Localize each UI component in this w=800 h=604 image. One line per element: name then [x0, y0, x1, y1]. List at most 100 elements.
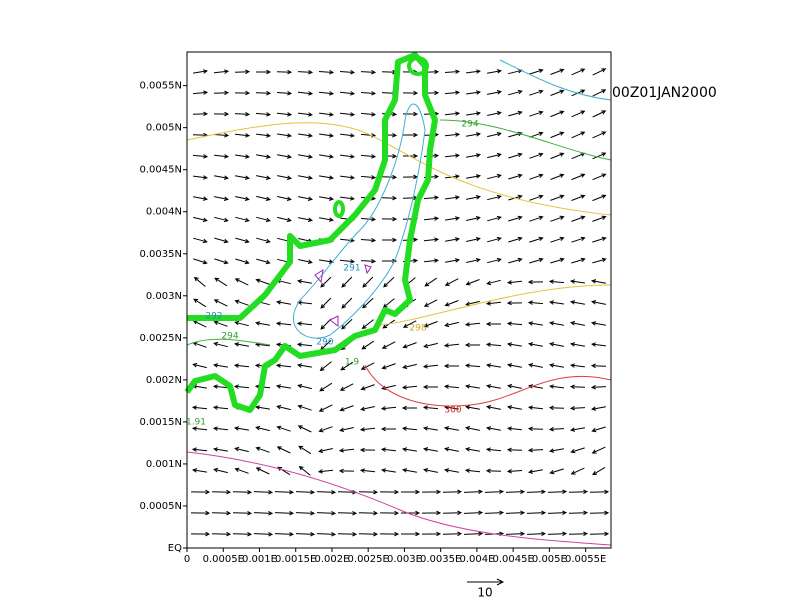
wind-arrow	[549, 300, 564, 305]
wind-arrow	[592, 194, 607, 202]
wind-arrow	[550, 89, 565, 96]
wind-arrow	[214, 175, 229, 180]
wind-arrow	[319, 175, 334, 180]
wind-arrow	[550, 110, 565, 118]
wind-arrow	[422, 364, 439, 369]
x-tick-label: 0.001E	[242, 554, 277, 565]
wind-arrow	[463, 531, 484, 537]
wind-arrow	[589, 531, 610, 537]
wind-arrow	[316, 531, 337, 537]
wind-arrow	[568, 531, 589, 537]
y-tick-label: 0.0035N	[140, 249, 182, 260]
wind-arrow	[255, 112, 272, 117]
wind-arrow	[253, 531, 274, 537]
x-tick-label: 0.004E	[459, 554, 494, 565]
wind-arrow	[277, 216, 292, 223]
wind-arrow	[465, 384, 480, 389]
wind-arrow	[527, 342, 543, 347]
wind-arrow	[569, 384, 586, 390]
wind-arrow	[549, 342, 564, 347]
wind-arrow	[358, 510, 379, 516]
wind-arrow	[295, 532, 316, 537]
wind-arrow	[592, 236, 607, 243]
wind-arrow	[192, 362, 207, 369]
y-tick-label: 0.001N	[146, 459, 182, 470]
wind-arrow	[235, 216, 250, 223]
wind-arrow	[401, 531, 421, 537]
wind-arrow	[529, 152, 544, 159]
wind-arrow	[277, 154, 292, 159]
wind-arrow	[402, 195, 419, 201]
wind-arrow	[571, 68, 586, 76]
wind-arrow	[443, 363, 459, 369]
wind-arrow	[444, 132, 461, 137]
wind-arrow	[277, 175, 292, 180]
wind-arrow	[298, 112, 313, 117]
wind-arrow	[442, 489, 463, 495]
wind-arrow	[337, 510, 358, 516]
contour	[364, 364, 612, 407]
wind-arrow	[464, 405, 480, 410]
wind-arrow	[379, 531, 400, 537]
coastline-island	[333, 200, 345, 218]
wind-arrow	[569, 300, 585, 305]
vector-scale-label: 10	[477, 586, 492, 600]
wind-arrow	[256, 237, 271, 244]
wind-arrow	[487, 111, 502, 116]
wind-arrow	[571, 215, 586, 222]
wind-arrow	[380, 447, 397, 452]
wind-arrow	[444, 90, 461, 95]
coastline	[184, 52, 438, 413]
wind-arrow	[528, 405, 543, 410]
y-tick-label: 0.0025N	[140, 333, 182, 344]
wind-arrow	[548, 321, 564, 326]
wind-arrow	[316, 489, 337, 495]
wind-arrow	[298, 196, 313, 201]
wind-arrow	[486, 426, 501, 431]
wind-arrow	[213, 467, 228, 474]
wind-arrow	[214, 237, 229, 244]
wind-arrow	[550, 68, 565, 75]
wind-arrow	[487, 152, 502, 159]
wind-arrow	[402, 111, 419, 117]
wind-arrow	[214, 277, 228, 287]
wind-arrow	[193, 298, 207, 308]
wind-arrow	[360, 175, 377, 180]
wind-arrow	[464, 322, 481, 327]
y-tick-label: 0.0055N	[140, 81, 182, 92]
wind-arrow	[591, 406, 606, 411]
wind-arrow	[277, 133, 292, 138]
wind-arrow	[297, 91, 314, 96]
wind-arrow	[424, 277, 438, 287]
wind-arrow	[592, 152, 607, 160]
wind-arrow	[507, 280, 522, 285]
wind-arrow	[339, 383, 354, 391]
wind-arrow	[547, 510, 568, 516]
wind-arrow	[549, 384, 564, 389]
wind-arrow	[508, 173, 523, 180]
wind-arrow	[339, 112, 356, 117]
wind-arrow	[340, 133, 355, 138]
wind-arrow	[421, 510, 442, 516]
wind-arrow	[549, 468, 564, 475]
wind-arrow	[318, 69, 335, 75]
wind-arrow	[506, 300, 523, 306]
wind-arrow	[528, 363, 543, 368]
wind-arrow	[423, 342, 438, 349]
wind-arrow	[192, 341, 207, 348]
wind-arrow	[361, 340, 375, 350]
wind-arrow	[423, 468, 438, 473]
wind-arrow	[316, 510, 337, 516]
wind-arrow	[571, 257, 586, 264]
wind-arrow	[211, 531, 232, 537]
wind-arrow	[360, 237, 377, 243]
contour	[379, 284, 612, 326]
wind-arrow	[381, 69, 398, 75]
wind-arrow	[506, 321, 523, 326]
wind-arrow	[298, 259, 313, 264]
wind-arrow	[401, 426, 418, 431]
wind-arrow	[590, 279, 606, 284]
wind-arrow	[529, 131, 544, 138]
wind-arrow	[193, 276, 206, 287]
wind-arrow	[297, 363, 312, 368]
